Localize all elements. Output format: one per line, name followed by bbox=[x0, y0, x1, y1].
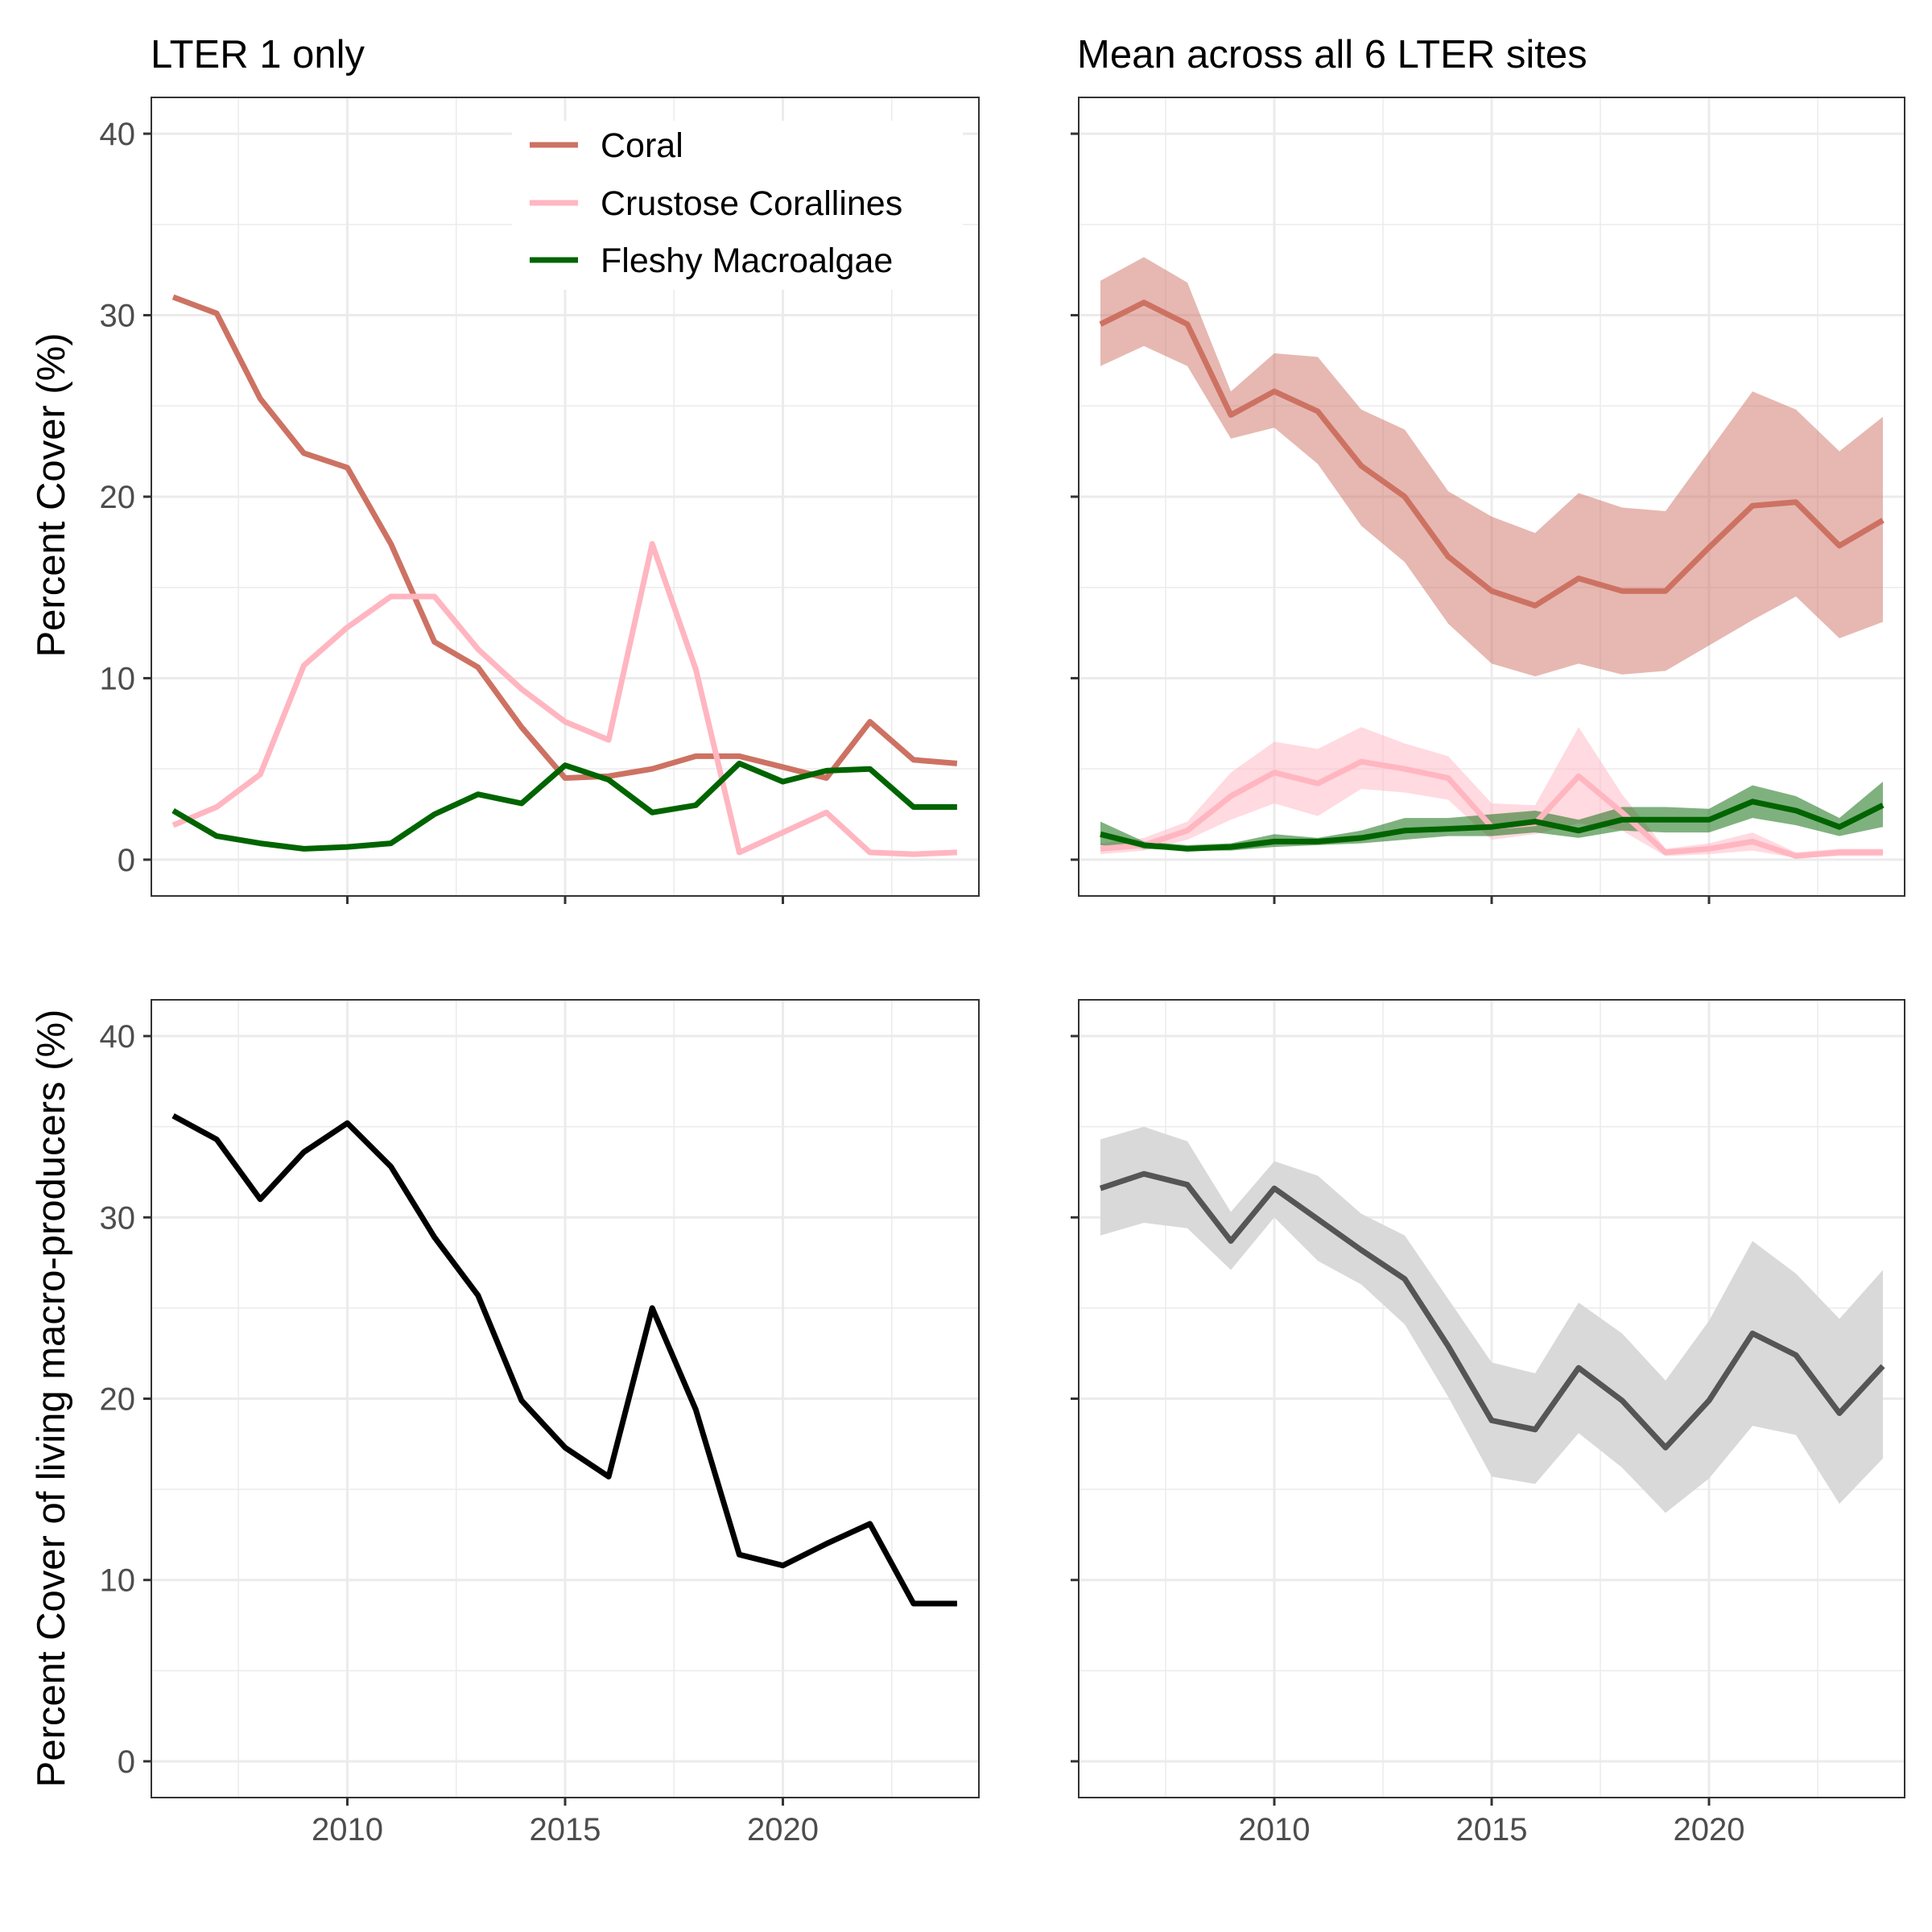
panel-mean-macro-producers: 2010 2015 2020 bbox=[1071, 999, 1905, 1847]
x-tick-label: 2020 bbox=[1674, 1812, 1745, 1847]
y-tick-label: 40 bbox=[100, 117, 136, 152]
line-fleshy-macroalgae bbox=[171, 760, 957, 852]
y-tick-label: 20 bbox=[100, 480, 136, 515]
y-tick-label: 20 bbox=[100, 1382, 136, 1418]
panel-border bbox=[1078, 97, 1905, 897]
y-tick-label: 40 bbox=[100, 1019, 136, 1055]
x-tick-label: 2015 bbox=[530, 1812, 601, 1847]
ribbon-crustose-corallines bbox=[1100, 727, 1883, 858]
y-tick-label: 10 bbox=[100, 661, 136, 696]
y-axis-label-bottom: Percent Cover of living macro-producers … bbox=[30, 1009, 73, 1788]
x-tick-label: 2015 bbox=[1456, 1812, 1528, 1847]
panel-lter1-cover: 0 10 20 30 40 bbox=[100, 97, 980, 904]
legend-background bbox=[512, 121, 963, 290]
y-tick-label: 10 bbox=[100, 1563, 136, 1599]
legend-label-coral: Coral bbox=[601, 126, 683, 165]
line-total bbox=[1099, 1170, 1885, 1451]
y-axis-label-top: Percent Cover (%) bbox=[30, 332, 73, 657]
y-tick-label: 30 bbox=[100, 1200, 136, 1236]
x-tick-label: 2010 bbox=[312, 1812, 383, 1847]
legend: Coral Crustose Corallines Fleshy Macroal… bbox=[512, 121, 963, 290]
ribbon-total bbox=[1100, 1126, 1883, 1513]
x-tick-label: 2010 bbox=[1239, 1812, 1311, 1847]
y-tick-label: 0 bbox=[118, 843, 135, 878]
line-coral bbox=[1099, 299, 1885, 609]
panel-title-mean: Mean across all 6 LTER sites bbox=[1077, 33, 1587, 76]
panel-lter1-macro-producers: 0 10 20 30 40 2010 2015 2020 bbox=[100, 999, 980, 1847]
legend-label-crustose-corallines: Crustose Corallines bbox=[601, 184, 902, 223]
line-total bbox=[171, 1113, 957, 1607]
x-tick-label: 2020 bbox=[747, 1812, 819, 1847]
legend-label-fleshy-macroalgae: Fleshy Macroalgae bbox=[601, 242, 893, 280]
y-tick-label: 30 bbox=[100, 299, 136, 334]
panel-mean-cover bbox=[1071, 97, 1905, 904]
panel-border bbox=[151, 97, 980, 897]
line-fleshy-macroalgae bbox=[1100, 799, 1885, 852]
ribbon-fleshy-macroalgae bbox=[1100, 782, 1883, 851]
line-crustose-corallines bbox=[171, 541, 958, 857]
panel-title-lter1: LTER 1 only bbox=[151, 33, 365, 76]
panel-border bbox=[151, 999, 980, 1798]
line-coral bbox=[171, 294, 958, 781]
panel-border bbox=[1078, 999, 1905, 1798]
y-tick-label: 0 bbox=[118, 1744, 135, 1780]
